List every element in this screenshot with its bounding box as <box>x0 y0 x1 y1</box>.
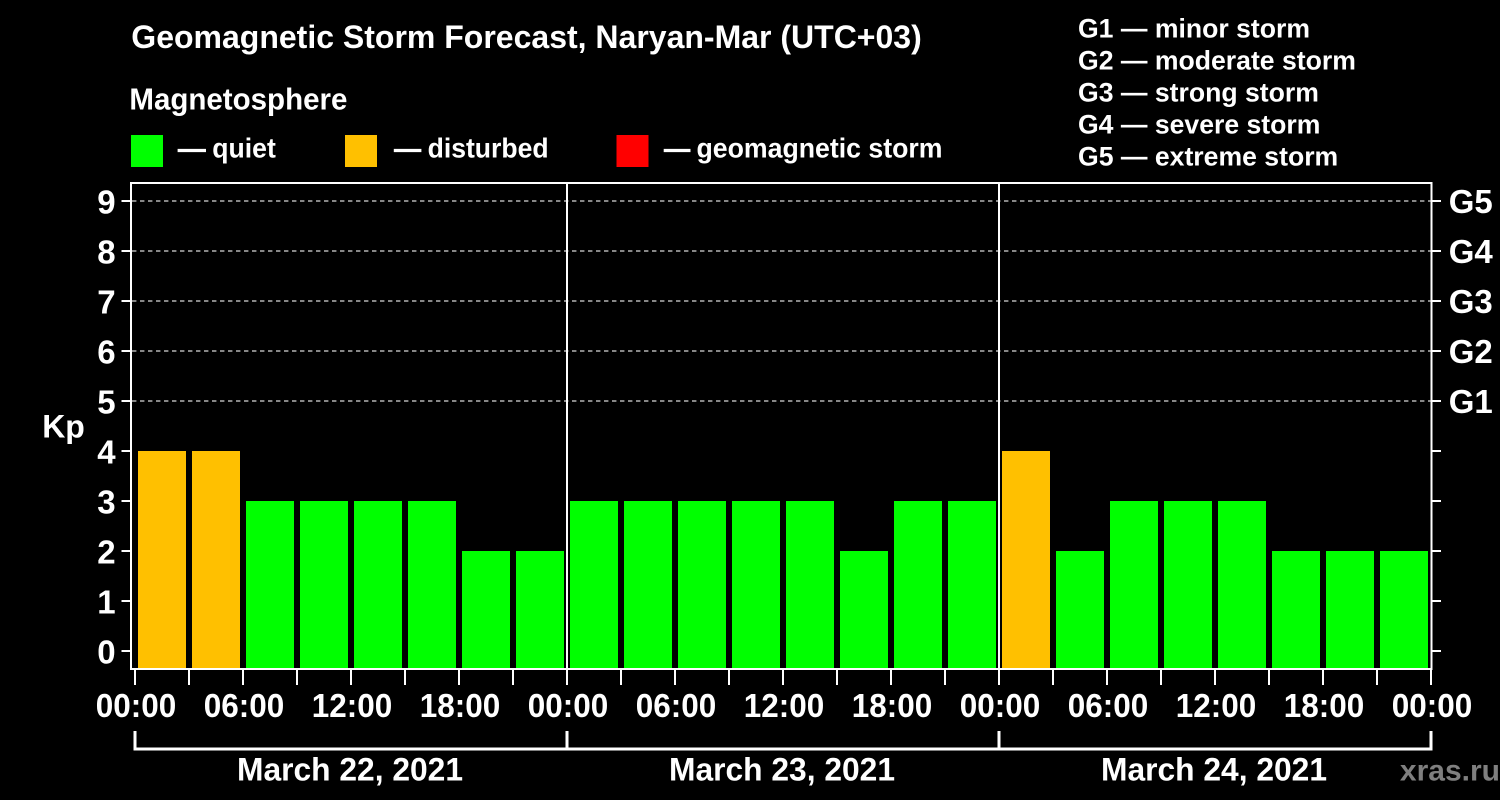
svg-text:Kp: Kp <box>42 408 85 444</box>
svg-text:March 24, 2021: March 24, 2021 <box>1101 751 1327 787</box>
svg-text:1: 1 <box>97 583 115 620</box>
svg-text:0: 0 <box>97 633 115 670</box>
svg-text:G1: G1 <box>1449 383 1493 420</box>
svg-text:00:00: 00:00 <box>960 687 1041 724</box>
svg-text:G1 — minor storm: G1 — minor storm <box>1078 13 1310 43</box>
svg-text:geomagnetic storm: geomagnetic storm <box>697 133 943 164</box>
svg-text:G4 — severe storm: G4 — severe storm <box>1078 109 1320 139</box>
svg-text:00:00: 00:00 <box>96 687 177 724</box>
svg-text:disturbed: disturbed <box>428 133 549 164</box>
svg-text:5: 5 <box>97 383 115 420</box>
svg-text:March 23, 2021: March 23, 2021 <box>669 751 895 787</box>
svg-text:March 22, 2021: March 22, 2021 <box>237 751 463 787</box>
svg-text:6: 6 <box>97 333 115 370</box>
svg-text:12:00: 12:00 <box>1176 687 1257 724</box>
svg-text:G3: G3 <box>1449 283 1493 320</box>
svg-text:9: 9 <box>97 183 115 220</box>
svg-text:xras.ru: xras.ru <box>1400 754 1500 787</box>
svg-text:18:00: 18:00 <box>1284 687 1365 724</box>
svg-text:Magnetosphere: Magnetosphere <box>129 83 347 117</box>
svg-text:3: 3 <box>97 483 115 520</box>
svg-text:06:00: 06:00 <box>636 687 717 724</box>
svg-text:00:00: 00:00 <box>1392 687 1473 724</box>
svg-text:G5: G5 <box>1449 183 1493 220</box>
svg-text:8: 8 <box>97 233 115 270</box>
svg-text:G3 — strong storm: G3 — strong storm <box>1078 77 1319 107</box>
svg-text:12:00: 12:00 <box>312 687 393 724</box>
svg-text:7: 7 <box>97 283 115 320</box>
svg-text:G2 — moderate storm: G2 — moderate storm <box>1078 45 1356 75</box>
svg-text:4: 4 <box>97 433 116 470</box>
svg-text:18:00: 18:00 <box>852 687 933 724</box>
svg-text:2: 2 <box>97 533 115 570</box>
svg-text:quiet: quiet <box>212 133 275 164</box>
svg-text:06:00: 06:00 <box>204 687 285 724</box>
svg-text:00:00: 00:00 <box>528 687 609 724</box>
svg-text:06:00: 06:00 <box>1068 687 1149 724</box>
svg-text:12:00: 12:00 <box>744 687 825 724</box>
svg-text:G4: G4 <box>1449 233 1494 270</box>
svg-text:18:00: 18:00 <box>420 687 501 724</box>
svg-text:G5 — extreme storm: G5 — extreme storm <box>1078 141 1338 171</box>
svg-text:Geomagnetic Storm Forecast, Na: Geomagnetic Storm Forecast, Naryan-Mar (… <box>131 19 921 55</box>
svg-text:G2: G2 <box>1449 333 1493 370</box>
